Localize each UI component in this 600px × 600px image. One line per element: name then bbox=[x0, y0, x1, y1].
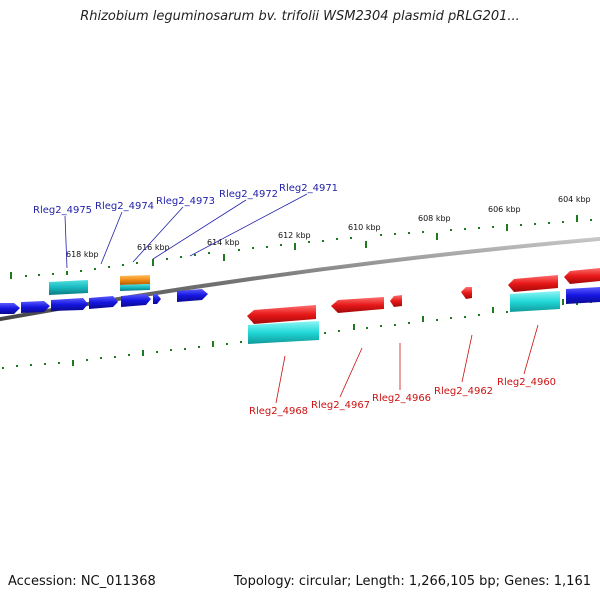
rna-feature[interactable] bbox=[120, 284, 150, 291]
tick-label: 612 kbp bbox=[278, 231, 311, 240]
top-leader-lines bbox=[64, 193, 308, 269]
gene-arrow-forward[interactable] bbox=[21, 301, 50, 313]
gene-label-rleg2-4960[interactable]: Rleg2_4960 bbox=[497, 377, 556, 388]
gene-arrow-reverse[interactable] bbox=[564, 268, 600, 284]
gene-label-rleg2-4972[interactable]: Rleg2_4972 bbox=[219, 189, 278, 200]
rna-feature[interactable] bbox=[510, 291, 560, 312]
tick-label: 614 kbp bbox=[207, 238, 240, 247]
gene-label-rleg2-4962[interactable]: Rleg2_4962 bbox=[434, 386, 493, 397]
gene-arrow-forward[interactable] bbox=[51, 298, 88, 311]
tick-label: 616 kbp bbox=[137, 243, 170, 252]
gene-arrow-reverse[interactable] bbox=[390, 295, 402, 307]
bottom-gene-labels: Rleg2_4968 Rleg2_4967 Rleg2_4966 Rleg2_4… bbox=[249, 377, 556, 417]
accession-text: Accession: NC_011368 bbox=[8, 574, 156, 589]
gene-arrow-forward[interactable] bbox=[177, 289, 208, 302]
outer-scale-dots bbox=[10, 215, 592, 279]
gene-arrow-reverse[interactable] bbox=[247, 305, 316, 324]
gene-arrow-forward[interactable] bbox=[121, 294, 151, 307]
tick-label: 608 kbp bbox=[418, 214, 451, 223]
gene-label-rleg2-4968[interactable]: Rleg2_4968 bbox=[249, 406, 308, 417]
gene-arrow-forward[interactable] bbox=[153, 294, 161, 304]
reverse-genes bbox=[247, 268, 600, 324]
gene-label-rleg2-4967[interactable]: Rleg2_4967 bbox=[311, 400, 370, 411]
top-gene-labels: Rleg2_4975 Rleg2_4974 Rleg2_4973 Rleg2_4… bbox=[33, 183, 338, 216]
gene-arrow-forward[interactable] bbox=[0, 303, 20, 314]
gene-label-rleg2-4973[interactable]: Rleg2_4973 bbox=[156, 196, 215, 207]
gene-arrow-reverse[interactable] bbox=[331, 297, 384, 313]
map-title: Rhizobium leguminosarum bv. trifolii WSM… bbox=[80, 9, 520, 24]
gene-arrow-forward[interactable] bbox=[89, 296, 118, 309]
gene-arrow-reverse[interactable] bbox=[508, 275, 558, 292]
topology-summary: Topology: circular; Length: 1,266,105 bp… bbox=[233, 574, 591, 589]
tick-label: 606 kbp bbox=[488, 205, 521, 214]
orange-feature[interactable] bbox=[120, 275, 150, 285]
tick-label: 604 kbp bbox=[558, 195, 591, 204]
scale-labels: 618 kbp 616 kbp 614 kbp 612 kbp 610 kbp … bbox=[66, 195, 591, 259]
tick-label: 610 kbp bbox=[348, 223, 381, 232]
rna-feature[interactable] bbox=[49, 280, 88, 295]
rna-feature[interactable] bbox=[248, 321, 319, 344]
other-features bbox=[49, 275, 560, 344]
gene-label-rleg2-4974[interactable]: Rleg2_4974 bbox=[95, 201, 154, 212]
gene-arrow-forward[interactable] bbox=[566, 287, 600, 304]
gene-arrow-reverse[interactable] bbox=[461, 287, 472, 299]
gene-label-rleg2-4966[interactable]: Rleg2_4966 bbox=[372, 393, 431, 404]
forward-genes bbox=[0, 287, 600, 314]
tick-label: 618 kbp bbox=[66, 250, 99, 259]
gene-label-rleg2-4971[interactable]: Rleg2_4971 bbox=[279, 183, 338, 194]
bottom-leader-lines bbox=[275, 324, 539, 404]
gene-label-rleg2-4975[interactable]: Rleg2_4975 bbox=[33, 205, 92, 216]
